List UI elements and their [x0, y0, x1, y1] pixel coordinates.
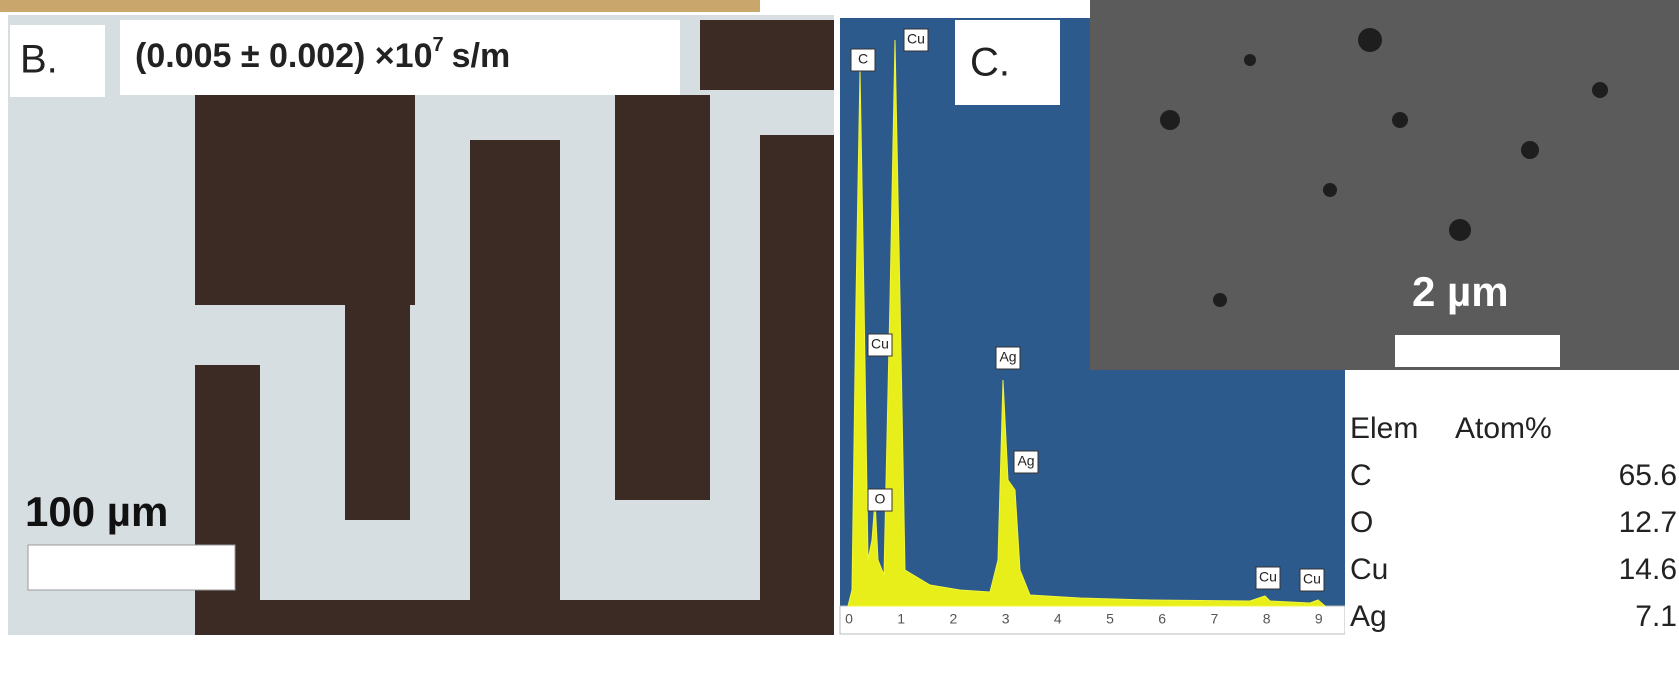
table-cell: Cu — [1350, 553, 1388, 586]
substrate — [8, 15, 834, 635]
top-strip — [0, 0, 760, 12]
panel-b: B. (0.005 ± 0.002) ×107 s/m 100 µm — [8, 15, 834, 635]
scale-bar — [28, 545, 235, 590]
x-tick-label: 1 — [897, 611, 905, 627]
panel-label: C. — [970, 41, 1010, 85]
peak-label: Cu — [1259, 569, 1277, 585]
peak-label: Cu — [871, 336, 889, 352]
peak-label: C — [858, 51, 868, 67]
peak-label: Ag — [999, 349, 1016, 365]
x-tick-label: 5 — [1106, 611, 1114, 627]
x-tick-label: 8 — [1263, 611, 1271, 627]
table-cell: 7.1 — [1635, 600, 1677, 633]
table-header: Elem — [1350, 412, 1418, 445]
table-cell: C — [1350, 459, 1372, 492]
peak-label: Cu — [1303, 571, 1321, 587]
panel-label: B. — [20, 38, 58, 82]
x-tick-label: 0 — [845, 611, 853, 627]
table-cell: 12.7 — [1619, 506, 1677, 539]
table-header: Atom% — [1455, 412, 1552, 445]
peak-label: Cu — [907, 31, 925, 47]
annotation-unit: s/m — [452, 37, 511, 75]
figure: B. (0.005 ± 0.002) ×107s/m 100 µm C. 2 µ… — [0, 0, 1679, 678]
scale-bar-label: 100 µm — [25, 488, 168, 535]
x-tick-label: 2 — [950, 611, 958, 627]
x-tick-label: 9 — [1315, 611, 1323, 627]
annotation-text: (0.005 ± 0.002) ×10 — [135, 37, 432, 75]
sem-scale-bar — [1395, 335, 1560, 367]
x-tick-label: 4 — [1054, 611, 1062, 627]
peak-label: Ag — [1017, 453, 1034, 469]
sem-image — [1090, 0, 1679, 370]
panel-c: C. 2 µm — [840, 0, 1679, 635]
annotation-exponent: 7 — [432, 34, 443, 56]
sem-scale-bar-label: 2 µm — [1412, 268, 1509, 315]
x-tick-label: 7 — [1211, 611, 1219, 627]
table-cell: O — [1350, 506, 1373, 539]
table-cell: 14.6 — [1619, 553, 1677, 586]
x-tick-label: 6 — [1158, 611, 1166, 627]
conductivity-annotation: (0.005 ± 0.002) ×107 s/m — [135, 34, 510, 75]
x-tick-label: 3 — [1002, 611, 1010, 627]
table-cell: 65.6 — [1619, 459, 1677, 492]
peak-label: O — [875, 491, 886, 507]
table-cell: Ag — [1350, 600, 1387, 633]
